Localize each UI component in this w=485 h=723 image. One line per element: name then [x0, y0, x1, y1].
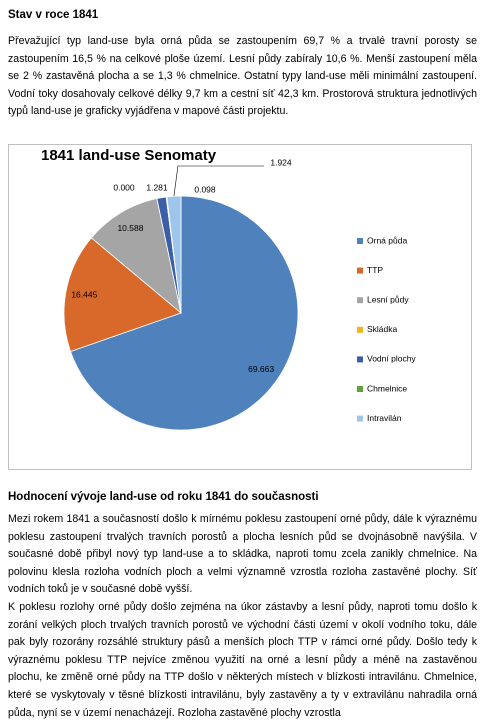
- legend-swatch: [357, 386, 363, 392]
- heading: Stav v roce 1841: [8, 9, 99, 21]
- legend-label: Chmelnice: [367, 383, 407, 393]
- legend-label: Intravilán: [367, 413, 402, 423]
- leader-line: [173, 165, 264, 197]
- data-label: 0.098: [194, 184, 216, 194]
- paragraph: Převažující typ land-use byla orná půda …: [8, 35, 477, 118]
- legend-label: Orná půda: [367, 235, 407, 245]
- legend-label: Lesní půdy: [367, 294, 409, 304]
- data-label: 1.281: [146, 182, 168, 192]
- data-label: 0.000: [113, 182, 135, 192]
- legend-swatch: [357, 297, 363, 304]
- chart: 1841 land-use Senomaty 69.663 16.445 10.58…: [41, 147, 416, 431]
- pie-slice: [70, 195, 299, 431]
- legend-label: Vodní plochy: [367, 354, 416, 364]
- pie-slice: [90, 198, 182, 315]
- legend-swatch: [357, 238, 363, 244]
- pie-slice: [166, 195, 182, 314]
- heading: Hodnocení vývoje land-use od roku 1841 d…: [8, 491, 319, 503]
- legend-swatch: [357, 356, 363, 363]
- data-label: 1.924: [270, 157, 292, 167]
- paragraph: K poklesu rozlohy orné půdy došlo zejmén…: [8, 601, 477, 719]
- data-label: 10.588: [117, 223, 143, 233]
- legend-swatch: [357, 326, 363, 333]
- data-label: 16.445: [71, 290, 97, 300]
- chart-title: 1841 land-use Senomaty: [41, 147, 217, 164]
- chart-frame: 1841 land-use Senomaty 69.663 16.445 10.58…: [8, 144, 472, 470]
- legend-swatch: [357, 267, 363, 274]
- legend-label: Skládka: [367, 324, 398, 334]
- data-label: 69.663: [248, 364, 274, 374]
- legend-swatch: [357, 415, 363, 422]
- pie-slice: [63, 237, 182, 353]
- paragraph: Mezi rokem 1841 a současností došlo k mí…: [8, 513, 477, 596]
- legend-label: TTP: [367, 265, 383, 275]
